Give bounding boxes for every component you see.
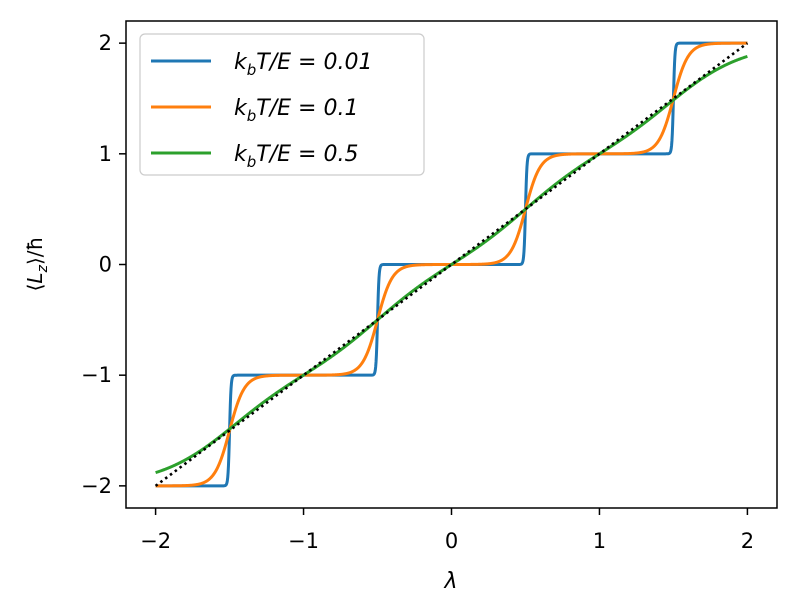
y-axis: −2 −1 0 1 2 <box>81 31 126 498</box>
y-tick-label: 0 <box>99 253 112 277</box>
x-tick-label: −1 <box>288 529 319 553</box>
x-tick-label: −2 <box>140 529 171 553</box>
x-axis: −2 −1 0 1 2 <box>140 508 754 553</box>
legend-label-1: kbT/E = 0.1 <box>234 96 358 125</box>
y-axis-label: ⟨Lz⟩/ħ <box>23 237 51 292</box>
legend-label-2: kbT/E = 0.5 <box>234 142 358 171</box>
x-tick-label: 2 <box>741 529 754 553</box>
series-line-2 <box>154 54 749 475</box>
y-tick-label: −1 <box>81 363 112 387</box>
plot-lines <box>154 41 749 488</box>
x-tick-label: 0 <box>445 529 458 553</box>
y-tick-label: 1 <box>99 142 112 166</box>
legend-label-0: kbT/E = 0.01 <box>234 50 372 79</box>
x-tick-label: 1 <box>593 529 606 553</box>
legend-frame <box>139 33 425 176</box>
y-tick-label: −2 <box>81 474 112 498</box>
x-axis-label: λ <box>443 569 457 594</box>
legend: kbT/E = 0.01 kbT/E = 0.1 kbT/E = 0.5 <box>139 33 425 176</box>
y-tick-label: 2 <box>99 31 112 55</box>
